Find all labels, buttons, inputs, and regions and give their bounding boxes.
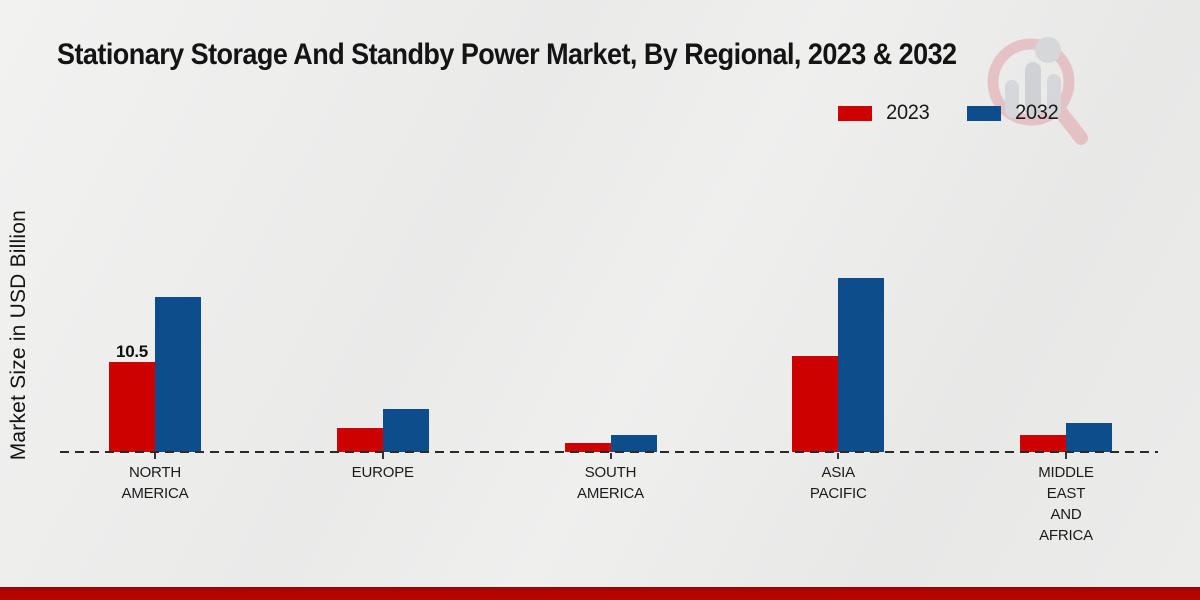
legend-item-2032: 2032	[966, 101, 1060, 125]
category-label-asia-pacific: ASIA PACIFIC	[809, 464, 867, 502]
category-label-north-america: NORTH AMERICA	[121, 464, 189, 502]
bar-2023-asia-pacific	[792, 356, 839, 452]
bar-2023-europe	[336, 428, 383, 452]
bar-2023-south-america	[564, 443, 611, 452]
category-label-europe: EUROPE	[351, 464, 414, 481]
bar-2032-asia-pacific	[838, 278, 885, 452]
category-label-middle-east-and-africa: MIDDLE EAST AND AFRICA	[1038, 464, 1094, 544]
bar-2023-north-america	[109, 362, 155, 452]
legend-item-2023: 2023	[838, 101, 931, 125]
watermark-logo-icon	[987, 37, 1088, 145]
y-axis-label-wrap: Market Size in USD Billion	[2, 140, 36, 530]
bar-2032-middle-east-and-africa	[1066, 423, 1112, 452]
bar-2032-north-america	[155, 297, 201, 452]
x-axis-tick-north-america	[154, 453, 156, 459]
legend-swatch-2032	[966, 105, 1001, 121]
footer-stripe	[0, 587, 1200, 600]
bar-2023-middle-east-and-africa	[1020, 435, 1066, 452]
y-axis-label: Market Size in USD Billion	[7, 209, 30, 461]
bar-2032-europe	[382, 409, 429, 452]
x-axis-tick-asia-pacific	[837, 453, 840, 459]
x-axis-baseline	[60, 451, 1158, 453]
legend-label-2023: 2023	[886, 101, 930, 124]
x-axis-tick-europe	[381, 453, 384, 459]
category-label-south-america: SOUTH AMERICA	[577, 464, 644, 502]
chart-title: Stationary Storage And Standby Power Mar…	[57, 38, 957, 71]
x-axis-tick-south-america	[609, 453, 612, 459]
bar-2032-south-america	[610, 435, 657, 452]
bar-value-label-2023: 10.5	[116, 342, 148, 361]
legend: 2023 2032	[838, 101, 1059, 125]
legend-swatch-2023	[838, 105, 872, 121]
x-axis-tick-middle-east-and-africa	[1065, 453, 1067, 459]
legend-label-2032: 2032	[1014, 101, 1059, 124]
